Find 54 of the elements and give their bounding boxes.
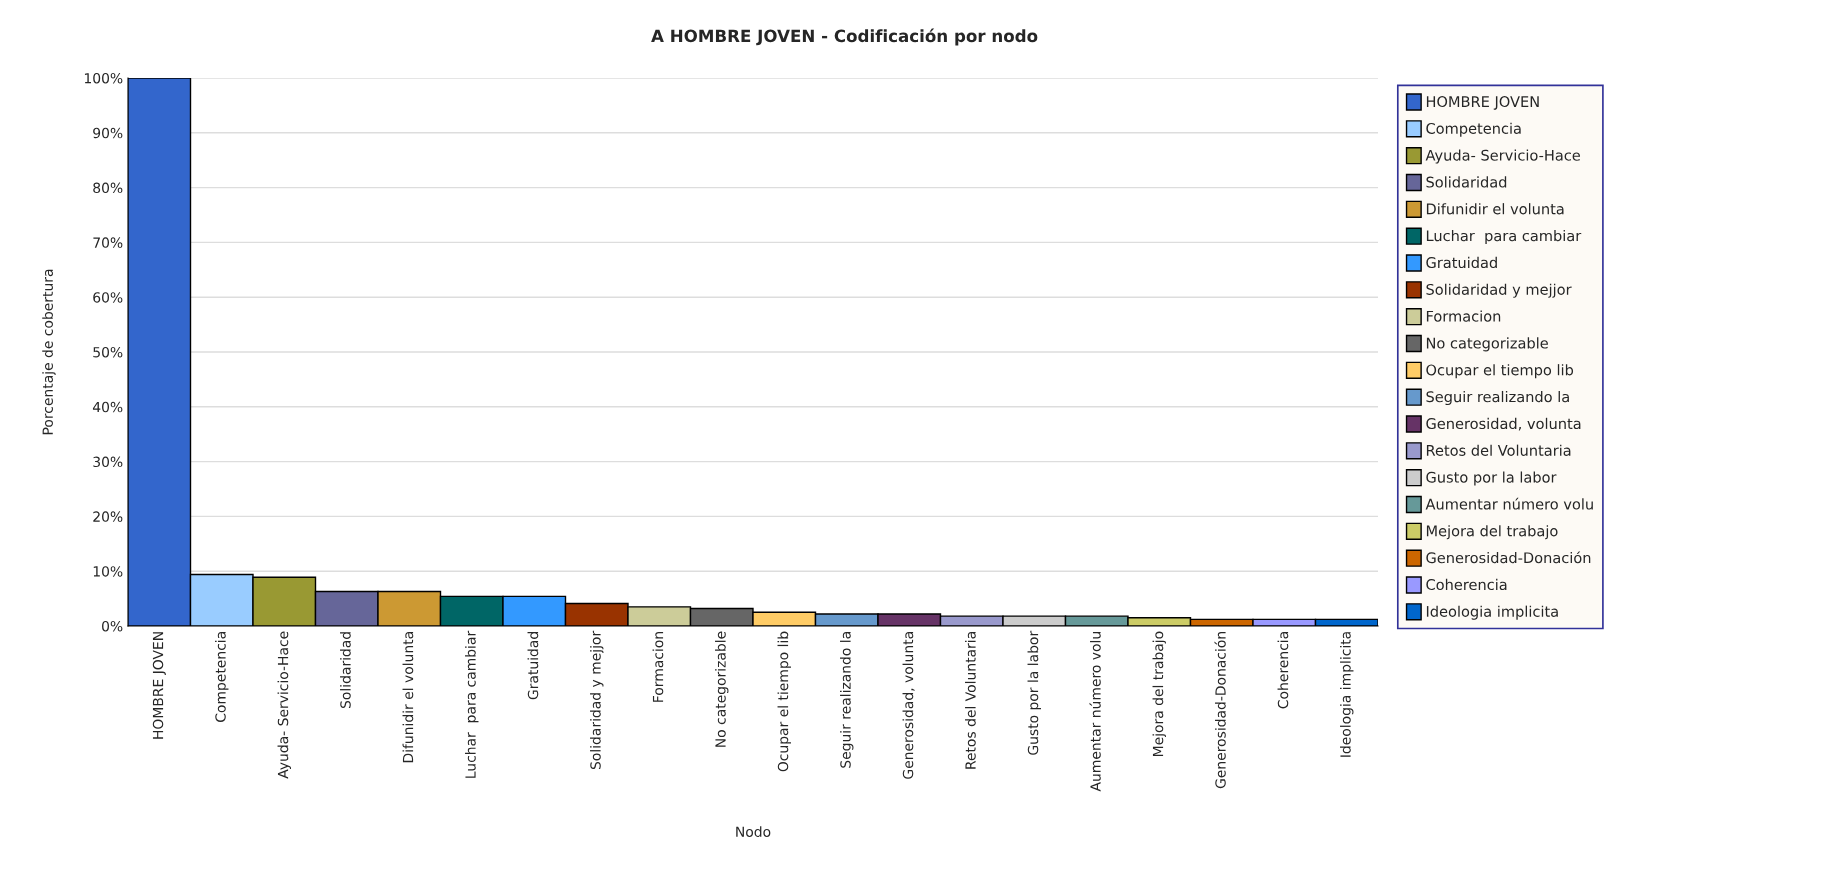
x-tick-label: Seguir realizando la	[840, 632, 854, 768]
y-tick-label: 30%	[93, 456, 123, 468]
x-tick-label: Aumentar número volu	[1089, 632, 1101, 792]
y-tick-label: 80%	[93, 182, 123, 194]
x-tick-label: Generosidad, volunta	[902, 632, 915, 779]
y-tick-label: 10%	[93, 566, 123, 577]
y-tick-label: 50%	[93, 346, 123, 358]
x-tick-label: Coherencia	[1277, 632, 1289, 709]
x-tick-label: Competencia	[215, 632, 229, 722]
chart-title: A HOMBRE JOVEN - Codificación por nodo	[651, 28, 1038, 46]
x-tick-label: Ideologia implicita	[1340, 632, 1354, 757]
x-tick-label: Luchar para cambiar	[465, 630, 479, 778]
x-tick-label: No categorizable	[715, 631, 729, 747]
y-tick-label: 20%	[93, 511, 123, 522]
legend-label: Gratuidad	[1426, 256, 1497, 269]
y-axis-title: Porcentaje de cobertura	[42, 269, 56, 435]
y-tick-label: 40%	[92, 401, 123, 413]
legend-label: Competencia	[1426, 122, 1521, 137]
legend-label: Ayuda- Servicio-Hace	[1425, 149, 1581, 164]
legend-label: Coherencia	[1426, 578, 1507, 591]
legend-label: Formacion	[1426, 310, 1501, 322]
legend-label: Ideologia implicita	[1426, 605, 1558, 620]
x-tick-label: Ocupar el tiempo lib	[777, 631, 791, 772]
x-axis-title: Nodo	[736, 826, 771, 837]
x-tick-label: Gratuidad	[527, 632, 539, 700]
x-tick-label: Solidaridad y mejjor	[590, 630, 604, 770]
x-tick-label: Solidaridad	[340, 632, 351, 709]
legend-label: Solidaridad	[1426, 176, 1507, 188]
legend-label: Aumentar número volu	[1425, 497, 1593, 510]
legend-label: Difunidir el volunta	[1426, 203, 1564, 215]
legend-label: Luchar para cambiar	[1426, 229, 1582, 245]
y-tick-label: 70%	[93, 237, 123, 248]
legend-label: HOMBRE JOVEN	[1426, 96, 1539, 110]
legend-label: Solidaridad y mejjor	[1426, 283, 1572, 298]
y-tick-label: 60%	[93, 292, 123, 303]
legend-label: Retos del Voluntaria	[1426, 444, 1571, 456]
x-tick-label: Gusto por la labor	[1027, 630, 1041, 755]
x-tick-label: Ayuda- Servicio-Hace	[277, 631, 291, 779]
legend-label: No categorizable	[1426, 337, 1548, 352]
x-tick-label: Formacion	[652, 632, 664, 702]
legend-label: Seguir realizando la	[1426, 390, 1569, 406]
x-tick-label: Generosidad-Donación	[1214, 632, 1226, 789]
legend-label: Gusto por la labor	[1426, 471, 1557, 486]
legend-label: Generosidad, volunta	[1426, 417, 1581, 431]
legend-label: Generosidad-Donación	[1426, 551, 1591, 564]
x-tick-label: HOMBRE JOVEN	[152, 632, 166, 739]
y-tick-label: 100%	[84, 72, 123, 84]
y-tick-label: 90%	[93, 127, 123, 139]
legend-label: Mejora del trabajo	[1426, 525, 1558, 540]
legend-label: Ocupar el tiempo lib	[1426, 364, 1574, 379]
x-tick-label: Retos del Voluntaria	[965, 632, 976, 769]
y-tick-label: 0%	[102, 620, 123, 632]
x-tick-label: Difunidir el volunta	[402, 632, 414, 763]
x-tick-label: Mejora del trabajo	[1152, 631, 1166, 757]
